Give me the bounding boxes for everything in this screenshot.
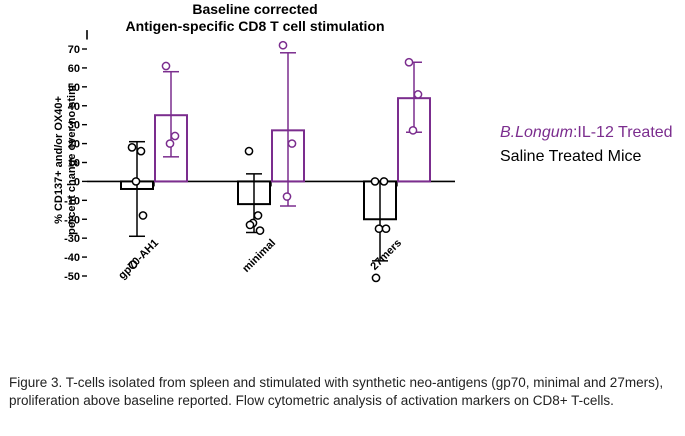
data-point-saline-gp70-ah1 bbox=[138, 211, 148, 220]
data-point-treated-gp70-ah1 bbox=[170, 131, 180, 141]
data-point-saline-gp70-ah1 bbox=[128, 260, 138, 269]
y-tick-label: -40 bbox=[64, 252, 80, 264]
legend-entry-treated: B.Longum:IL-12 Treated bbox=[500, 121, 673, 145]
data-point-saline-27mers bbox=[379, 177, 389, 186]
data-point-treated-27mers bbox=[413, 90, 423, 99]
legend-treated-name-italic: B.Longum bbox=[500, 124, 573, 141]
y-tick-label: -50 bbox=[64, 271, 80, 283]
y-tick-label: 30 bbox=[68, 120, 80, 132]
data-point-saline-gp70-ah1 bbox=[127, 143, 137, 152]
data-point-saline-27mers bbox=[374, 224, 384, 234]
plot-area: -50 -40 -30 -20 -10 0 10 20 30 40 50 60 70 gp70-AH1 mi… bbox=[64, 30, 455, 283]
data-point-saline-minimal bbox=[245, 220, 255, 230]
y-tick-label: 40 bbox=[68, 101, 80, 113]
chart-title-line-1: Baseline corrected bbox=[192, 1, 317, 17]
y-tick-label: -10 bbox=[64, 195, 80, 207]
figure-caption: Figure 3. T-cells isolated from spleen a… bbox=[9, 375, 664, 408]
y-tick-label: -20 bbox=[64, 214, 80, 226]
data-point-saline-27mers bbox=[370, 177, 380, 186]
data-point-saline-minimal bbox=[253, 211, 263, 220]
y-tick-label: 50 bbox=[68, 82, 80, 94]
x-tick-label-minimal: minimal bbox=[240, 237, 278, 275]
y-tick-label: -30 bbox=[64, 233, 80, 245]
legend-entry-saline: Saline Treated Mice bbox=[500, 148, 642, 165]
y-tick-label: 10 bbox=[68, 158, 80, 170]
chart-title-line-2: Antigen-specific CD8 T cell stimulation bbox=[125, 18, 384, 34]
data-point-treated-minimal bbox=[287, 139, 297, 148]
data-point-treated-gp70-ah1 bbox=[165, 139, 175, 148]
y-tick-label: 70 bbox=[68, 44, 80, 56]
data-point-saline-gp70-ah1 bbox=[131, 177, 141, 186]
data-point-saline-minimal bbox=[255, 226, 265, 235]
bar-chart: Baseline corrected Antigen-specific CD8 … bbox=[53, 1, 455, 283]
x-tick-label-gp70-ah1: gp70-AH1 bbox=[116, 237, 161, 282]
legend: B.Longum:IL-12 Treated Saline Treated Mi… bbox=[500, 121, 673, 169]
y-tick-label: 20 bbox=[68, 139, 80, 151]
data-point-saline-27mers bbox=[371, 273, 381, 283]
data-point-treated-minimal bbox=[278, 40, 288, 50]
y-tick-label: 0 bbox=[74, 176, 80, 188]
y-axis-label: % CD137+ and/or OX40+ percent change ove… bbox=[53, 85, 78, 235]
x-tick-label-27mers: 27mers bbox=[368, 237, 404, 273]
y-axis-label-line-1: % CD137+ and/or OX40+ bbox=[53, 96, 65, 224]
data-point-saline-minimal bbox=[244, 146, 254, 156]
data-point-treated-27mers bbox=[408, 125, 418, 135]
y-axis-label-line-2: percent change over no stim bbox=[66, 85, 78, 235]
data-point-treated-minimal bbox=[282, 192, 292, 201]
data-point-saline-27mers bbox=[381, 224, 391, 234]
data-point-treated-27mers bbox=[404, 57, 414, 67]
legend-treated-name-rest: :IL-12 Treated bbox=[572, 124, 673, 141]
data-point-saline-gp70-ah1 bbox=[136, 146, 146, 156]
data-point-treated-gp70-ah1 bbox=[161, 61, 171, 71]
y-tick-label: 60 bbox=[68, 63, 80, 75]
